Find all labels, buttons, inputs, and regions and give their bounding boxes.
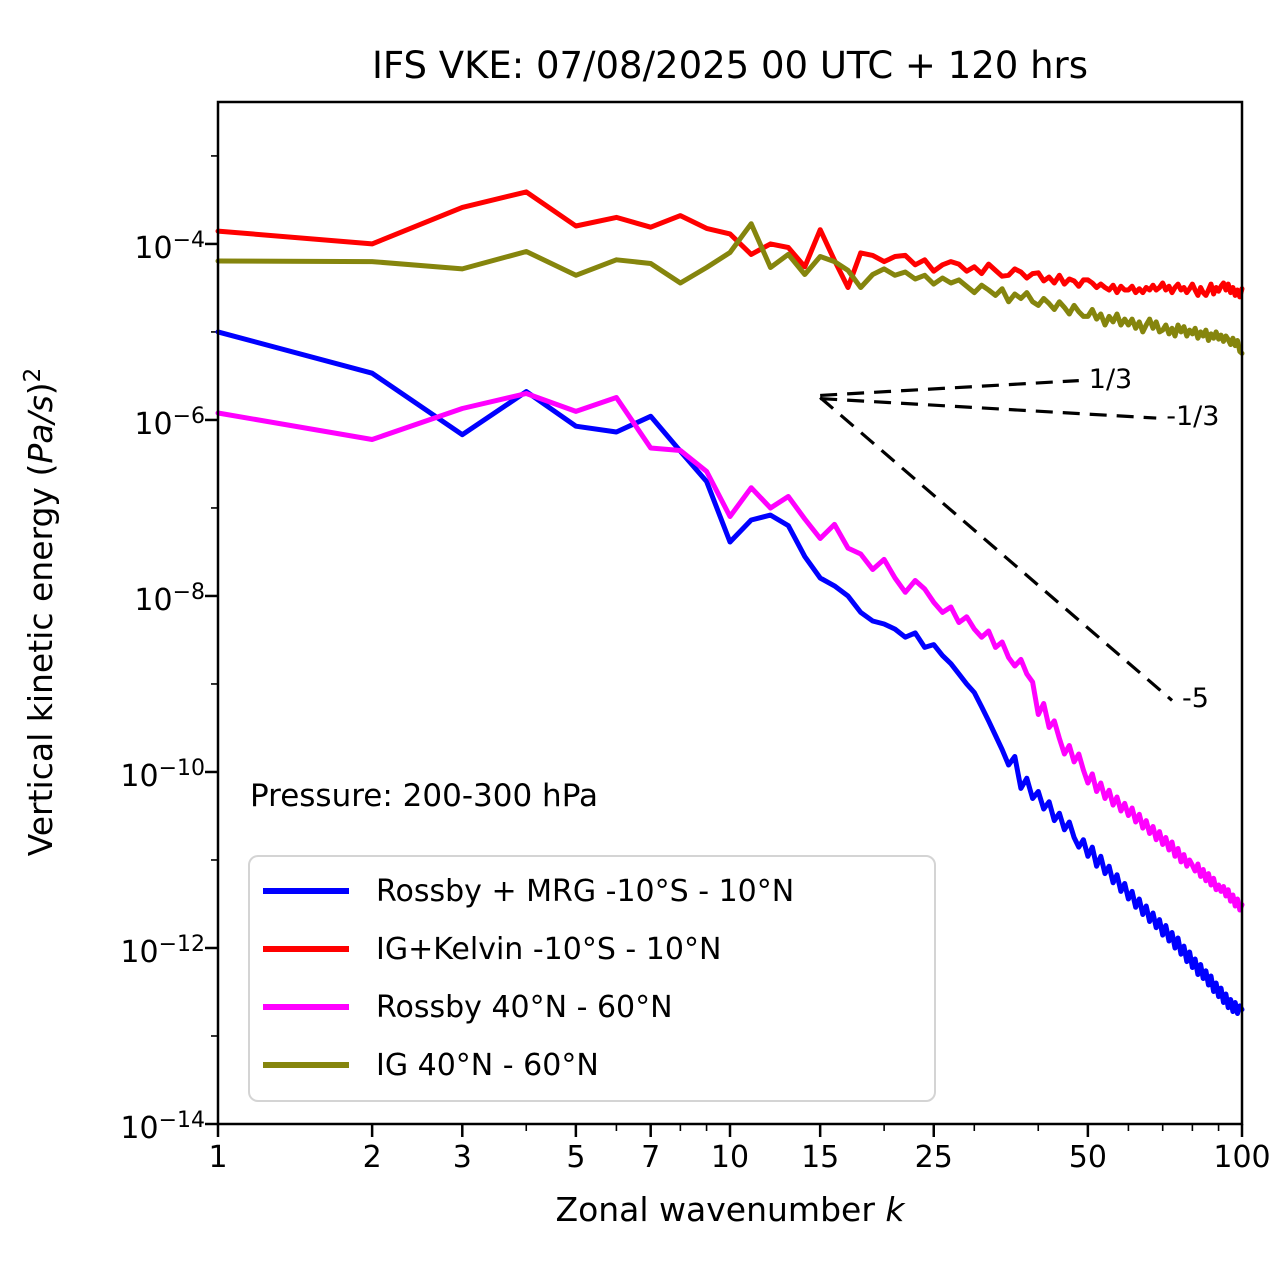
chart-title: IFS VKE: 07/08/2025 00 UTC + 120 hrs — [371, 44, 1089, 87]
x-tick-label: 2 — [362, 1140, 382, 1175]
legend-item: IG 40°N - 60°N — [250, 1036, 934, 1094]
legend: Rossby + MRG -10°S - 10°N IG+Kelvin -10°… — [248, 855, 936, 1102]
legend-item: IG+Kelvin -10°S - 10°N — [250, 920, 934, 978]
x-tick-label: 1 — [208, 1140, 228, 1175]
y-axis-label-text: Vertical kinetic energy ( — [21, 463, 60, 857]
y-axis-label-close: ) — [21, 382, 60, 396]
y-axis-label-exponent: 2 — [20, 367, 46, 383]
plot-frame — [216, 100, 1244, 1126]
reference-line--5 — [819, 396, 1174, 702]
slope-label-minus-five: -5 — [1182, 683, 1209, 715]
x-tick-label: 10 — [710, 1140, 750, 1175]
legend-item: Rossby + MRG -10°S - 10°N — [250, 862, 934, 920]
reference-line-1/3 — [820, 378, 1079, 398]
y-tick-label: 10−6 — [134, 403, 205, 442]
x-axis-label: Zonal wavenumber k — [218, 1190, 1242, 1229]
legend-label: Rossby 40°N - 60°N — [376, 989, 673, 1025]
legend-line-sample — [263, 888, 349, 894]
x-tick-label: 7 — [641, 1140, 661, 1175]
series-line-rossby-midlat — [215, 391, 1245, 913]
y-tick-label: 10−8 — [134, 579, 205, 618]
legend-label: Rossby + MRG -10°S - 10°N — [376, 873, 795, 909]
slope-label-plus-one-third: 1/3 — [1088, 363, 1133, 395]
series-line-rossby-mrg-tropics — [215, 329, 1245, 1016]
x-tick-label: 100 — [1213, 1140, 1271, 1175]
legend-item: Rossby 40°N - 60°N — [250, 978, 934, 1036]
legend-line-sample — [263, 946, 349, 952]
legend-label: IG 40°N - 60°N — [376, 1047, 599, 1083]
series-line-ig-midlat — [215, 221, 1245, 356]
series-line-ig-kelvin-tropics — [215, 189, 1245, 300]
x-tick-label: 5 — [566, 1140, 586, 1175]
x-tick-label: 25 — [914, 1140, 953, 1175]
x-tick-label: 15 — [801, 1140, 840, 1175]
slope-label-minus-one-third: -1/3 — [1166, 401, 1220, 433]
legend-line-sample — [263, 1004, 349, 1010]
y-tick-label: 10−4 — [134, 227, 205, 266]
legend-label: IG+Kelvin -10°S - 10°N — [376, 931, 722, 967]
x-tick-label: 3 — [452, 1140, 472, 1175]
pressure-annotation: Pressure: 200-300 hPa — [250, 778, 598, 814]
legend-line-sample — [263, 1062, 349, 1068]
x-axis-label-text: Zonal wavenumber — [555, 1190, 886, 1229]
x-axis-label-symbol: k — [885, 1190, 905, 1229]
reference-line--1/3 — [820, 396, 1157, 420]
x-tick-label: 50 — [1068, 1140, 1107, 1175]
y-tick-label: 10−14 — [120, 1108, 205, 1146]
y-tick-label: 10−10 — [120, 755, 205, 794]
y-tick-label: 10−12 — [120, 931, 205, 970]
